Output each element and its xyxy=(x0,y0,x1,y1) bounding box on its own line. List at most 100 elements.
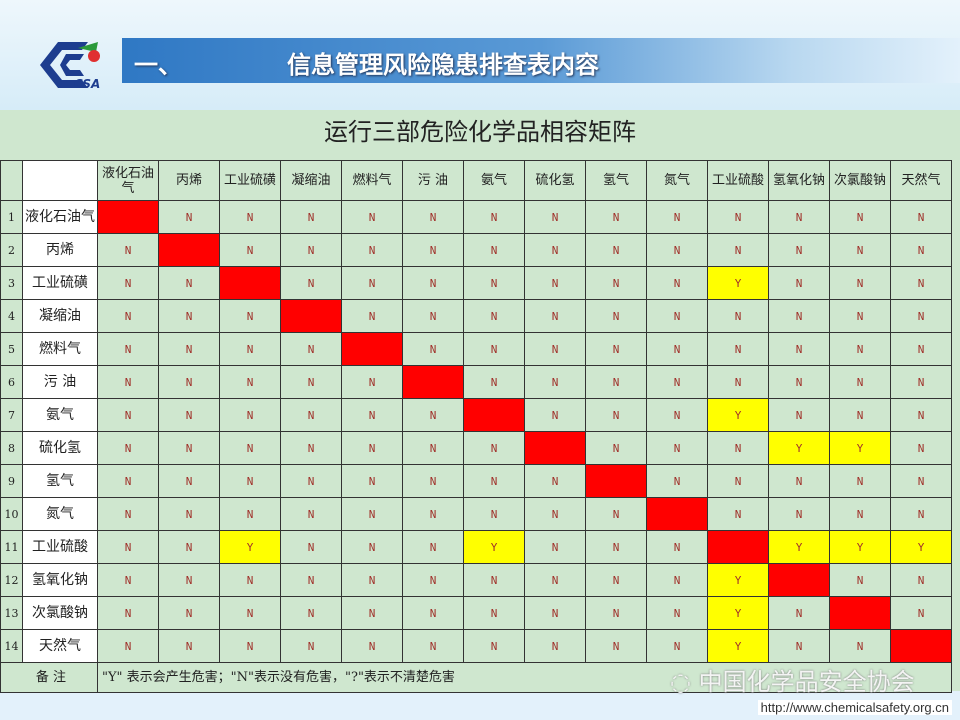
matrix-cell: N xyxy=(463,266,525,300)
matrix-cell: N xyxy=(585,233,647,267)
row-header: 硫化氢 xyxy=(22,431,98,465)
matrix-cell: N xyxy=(524,200,586,234)
matrix-cell: N xyxy=(646,530,708,564)
matrix-cell: N xyxy=(646,266,708,300)
matrix-cell: N xyxy=(341,200,403,234)
diagonal-cell xyxy=(585,464,647,498)
matrix-cell: N xyxy=(341,299,403,333)
section-banner: 一、 信息管理风险隐患排查表内容 xyxy=(122,38,960,83)
matrix-cell: N xyxy=(97,266,159,300)
table-row: 2 丙烯 N N N N N N N N N N N N N xyxy=(0,233,952,267)
matrix-cell: N xyxy=(158,398,220,432)
row-header: 氢氧化钠 xyxy=(22,563,98,597)
matrix-cell: N xyxy=(463,332,525,366)
watermark-text: 中国化学品安全协会 xyxy=(698,668,915,696)
row-number: 9 xyxy=(0,464,23,498)
matrix-cell: N xyxy=(524,266,586,300)
row-number: 14 xyxy=(0,629,23,663)
matrix-cell: N xyxy=(646,431,708,465)
matrix-cell: N xyxy=(829,629,891,663)
row-number: 8 xyxy=(0,431,23,465)
matrix-cell: N xyxy=(97,398,159,432)
matrix-cell: N xyxy=(402,464,464,498)
matrix-cell: N xyxy=(97,431,159,465)
matrix-cell: N xyxy=(768,497,830,531)
matrix-cell: N xyxy=(280,233,342,267)
matrix-cell: N xyxy=(97,596,159,630)
column-header: 氮气 xyxy=(646,160,708,201)
column-header: 污 油 xyxy=(402,160,464,201)
table-row: 7 氨气 N N N N N N N N N Y N N N xyxy=(0,398,952,432)
matrix-cell: Y xyxy=(219,530,281,564)
matrix-cell: N xyxy=(524,365,586,399)
matrix-cell: N xyxy=(646,200,708,234)
matrix-cell: N xyxy=(463,563,525,597)
matrix-cell: N xyxy=(402,530,464,564)
matrix-cell: N xyxy=(341,629,403,663)
corner-cell xyxy=(0,160,23,201)
column-header: 天然气 xyxy=(890,160,952,201)
matrix-cell: N xyxy=(219,365,281,399)
matrix-cell: N xyxy=(341,431,403,465)
matrix-cell: N xyxy=(280,266,342,300)
matrix-cell: N xyxy=(829,398,891,432)
matrix-cell: N xyxy=(768,332,830,366)
matrix-cell: N xyxy=(585,332,647,366)
row-number: 10 xyxy=(0,497,23,531)
matrix-cell: N xyxy=(158,266,220,300)
matrix-cell: N xyxy=(402,629,464,663)
matrix-cell: N xyxy=(158,200,220,234)
matrix-cell: N xyxy=(524,629,586,663)
matrix-cell: N xyxy=(829,464,891,498)
matrix-cell: N xyxy=(341,563,403,597)
row-number: 4 xyxy=(0,299,23,333)
row-header: 丙烯 xyxy=(22,233,98,267)
diagonal-cell xyxy=(707,530,769,564)
matrix-cell: N xyxy=(463,200,525,234)
matrix-cell: N xyxy=(463,464,525,498)
matrix-cell: N xyxy=(97,497,159,531)
matrix-cell: N xyxy=(341,530,403,564)
matrix-cell: N xyxy=(646,629,708,663)
matrix-cell: N xyxy=(646,398,708,432)
matrix-cell: N xyxy=(158,596,220,630)
matrix-cell: N xyxy=(463,629,525,663)
column-header: 次氯酸钠 xyxy=(829,160,891,201)
column-header: 硫化氢 xyxy=(524,160,586,201)
matrix-cell: N xyxy=(158,497,220,531)
matrix-cell: N xyxy=(646,596,708,630)
matrix-cell: N xyxy=(768,233,830,267)
matrix-cell: N xyxy=(524,233,586,267)
row-header: 工业硫酸 xyxy=(22,530,98,564)
matrix-cell: N xyxy=(829,497,891,531)
row-header: 液化石油气 xyxy=(22,200,98,234)
matrix-cell: N xyxy=(402,431,464,465)
row-header: 工业硫磺 xyxy=(22,266,98,300)
matrix-cell: N xyxy=(890,233,952,267)
matrix-cell: N xyxy=(890,200,952,234)
matrix-cell: Y xyxy=(829,530,891,564)
matrix-cell: N xyxy=(890,332,952,366)
matrix-cell: N xyxy=(158,332,220,366)
matrix-cell: N xyxy=(97,299,159,333)
header-row: 液化石油气 丙烯 工业硫磺 凝缩油 燃料气污 油氨气 硫化氢 氢气 氮气 工业硫酸 氢氧化钠 次氯酸… xyxy=(0,160,952,201)
column-header: 氢气 xyxy=(585,160,647,201)
matrix-cell: N xyxy=(707,464,769,498)
matrix-cell: N xyxy=(707,497,769,531)
matrix-cell: N xyxy=(280,332,342,366)
matrix-cell: N xyxy=(280,563,342,597)
matrix-cell: N xyxy=(524,464,586,498)
matrix-cell: N xyxy=(585,563,647,597)
matrix-cell: N xyxy=(524,530,586,564)
matrix-cell: N xyxy=(768,365,830,399)
matrix-cell: N xyxy=(158,563,220,597)
matrix-cell: N xyxy=(341,365,403,399)
matrix-cell: N xyxy=(829,233,891,267)
matrix-cell: N xyxy=(829,299,891,333)
matrix-cell: N xyxy=(829,266,891,300)
row-header: 燃料气 xyxy=(22,332,98,366)
matrix-cell: N xyxy=(768,464,830,498)
matrix-cell: N xyxy=(829,200,891,234)
matrix-cell: N xyxy=(219,563,281,597)
matrix-cell: N xyxy=(463,431,525,465)
